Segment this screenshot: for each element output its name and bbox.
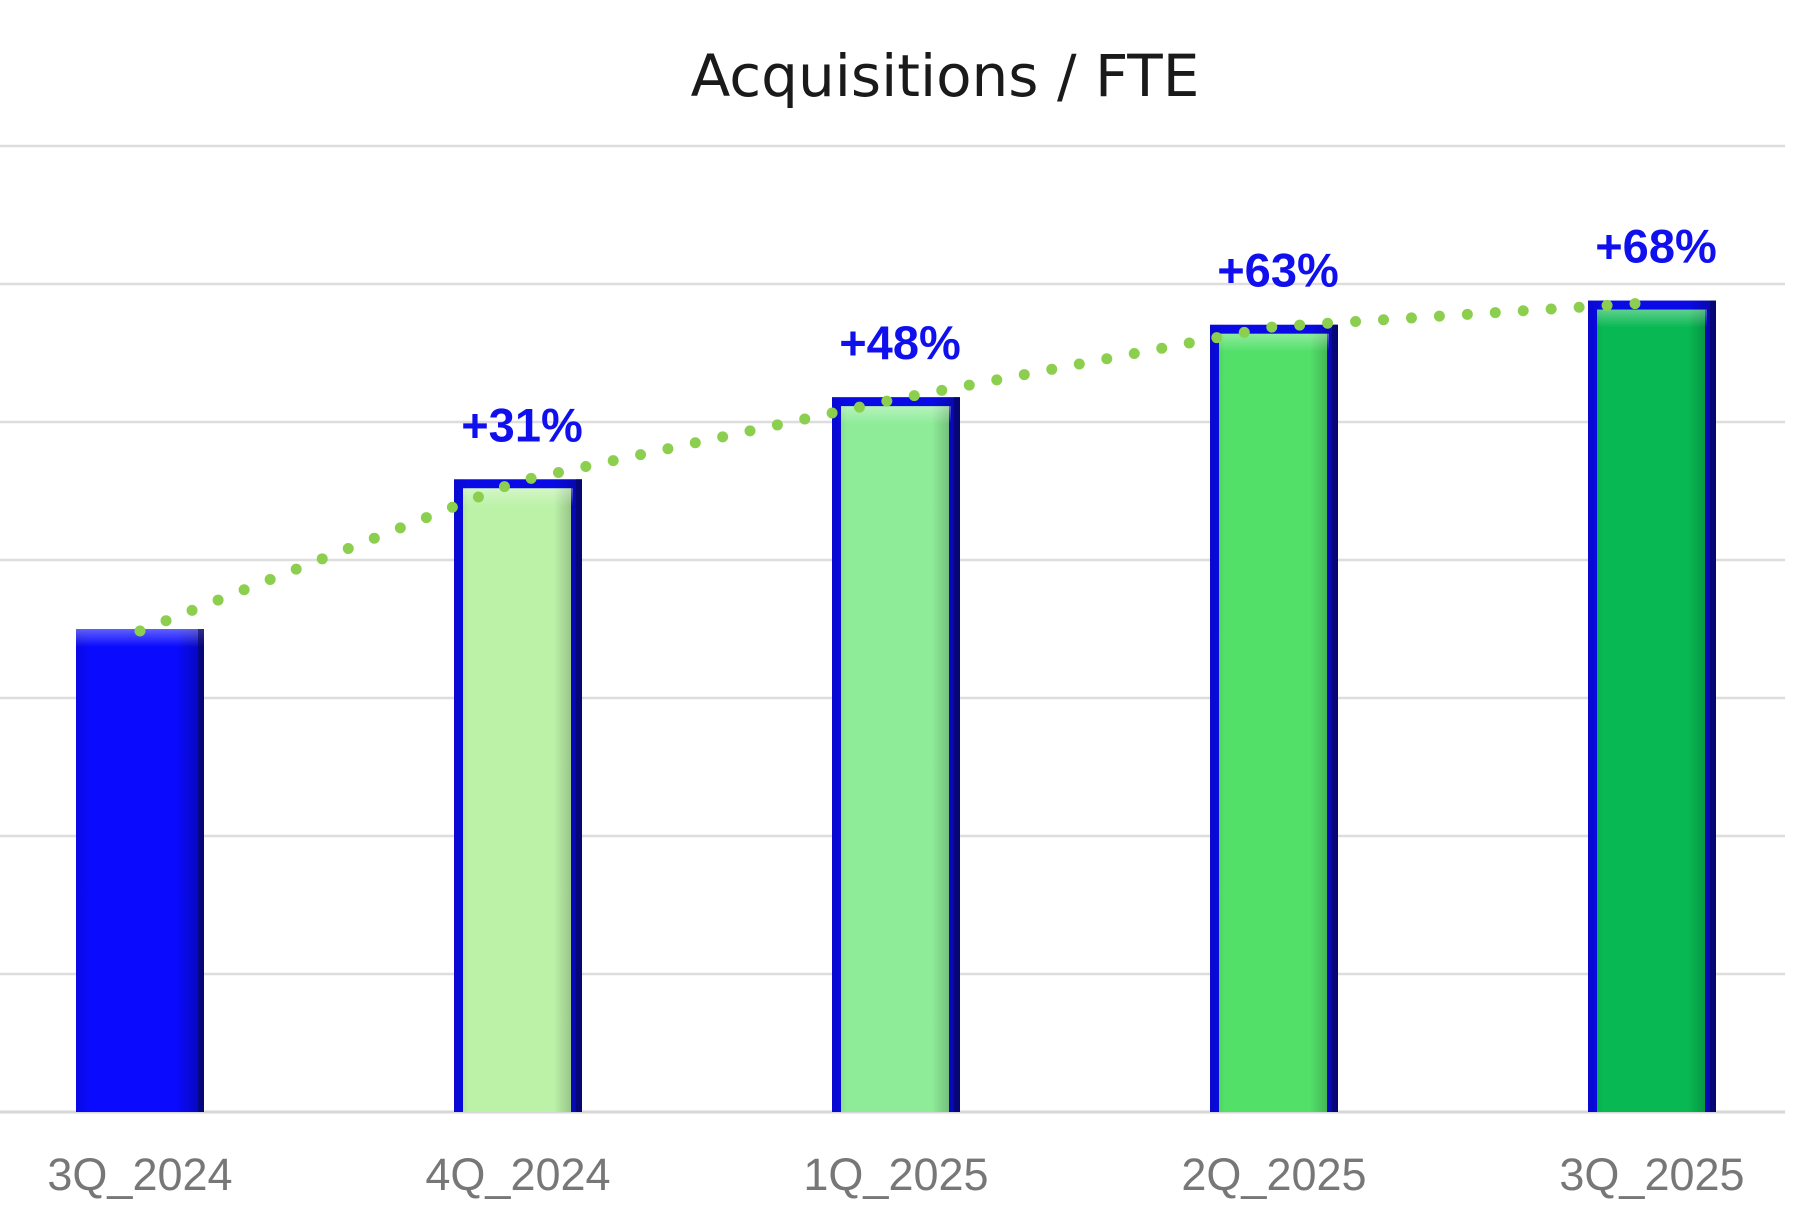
bar-shading xyxy=(1210,324,1338,1113)
bar-3Q_2024 xyxy=(76,629,204,1112)
bar-shading xyxy=(76,629,204,1112)
bar-edge xyxy=(1332,324,1338,1113)
bar-highlight xyxy=(841,406,951,425)
bar-4Q_2024 xyxy=(454,479,582,1112)
x-tick-label-4Q_2024: 4Q_2024 xyxy=(425,1149,610,1200)
data-label-2Q_2025: +63% xyxy=(1217,244,1339,297)
data-labels: +31% +48% +63% +68% xyxy=(461,220,1717,452)
bar-edge xyxy=(198,629,204,1112)
bar-1Q_2025 xyxy=(832,397,960,1112)
bar-edge xyxy=(954,397,960,1112)
x-axis: 3Q_2024 4Q_2024 1Q_2025 2Q_2025 3Q_2025 xyxy=(47,1149,1744,1200)
x-tick-label-1Q_2025: 1Q_2025 xyxy=(803,1149,988,1200)
bar-highlight xyxy=(1219,333,1329,352)
x-tick-label-3Q_2025: 3Q_2025 xyxy=(1559,1149,1744,1200)
bar-highlight xyxy=(1597,309,1707,328)
bar-2Q_2025 xyxy=(1210,324,1338,1113)
bar-shading xyxy=(1588,300,1716,1112)
bar-3Q_2025 xyxy=(1588,300,1716,1112)
data-label-1Q_2025: +48% xyxy=(839,316,961,369)
x-tick-label-2Q_2025: 2Q_2025 xyxy=(1181,1149,1366,1200)
bars xyxy=(76,300,1716,1113)
bar-shading xyxy=(454,479,582,1112)
bar-edge xyxy=(1710,300,1716,1112)
chart-title: Acquisitions / FTE xyxy=(691,42,1200,110)
bar-shading xyxy=(832,397,960,1112)
data-label-3Q_2025: +68% xyxy=(1595,220,1717,273)
data-label-4Q_2024: +31% xyxy=(461,398,583,451)
bar-edge xyxy=(576,479,582,1112)
bar-highlight xyxy=(463,488,573,507)
x-tick-label-3Q_2024: 3Q_2024 xyxy=(47,1149,232,1200)
bar-highlight xyxy=(76,629,204,647)
